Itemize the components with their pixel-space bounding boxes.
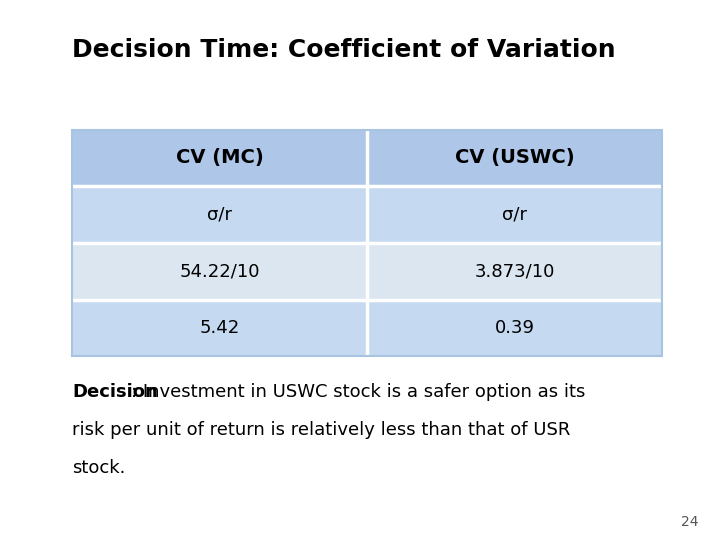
Text: Decision Time: Coefficient of Variation: Decision Time: Coefficient of Variation (72, 38, 616, 62)
Text: : Investment in USWC stock is a safer option as its: : Investment in USWC stock is a safer op… (131, 383, 585, 401)
Text: Decision: Decision (72, 383, 158, 401)
Text: CV (MC): CV (MC) (176, 148, 264, 167)
Text: 24: 24 (681, 515, 698, 529)
Text: 5.42: 5.42 (199, 319, 240, 337)
Text: 0.39: 0.39 (495, 319, 535, 337)
Text: 54.22/10: 54.22/10 (179, 262, 260, 280)
FancyBboxPatch shape (367, 130, 662, 186)
Text: 3.873/10: 3.873/10 (474, 262, 555, 280)
Text: σ/r: σ/r (207, 206, 232, 224)
Text: CV (USWC): CV (USWC) (455, 148, 575, 167)
Text: σ/r: σ/r (503, 206, 527, 224)
Text: stock.: stock. (72, 459, 125, 477)
Text: risk per unit of return is relatively less than that of USR: risk per unit of return is relatively le… (72, 421, 570, 439)
FancyBboxPatch shape (72, 130, 367, 186)
FancyBboxPatch shape (72, 186, 367, 243)
FancyBboxPatch shape (367, 243, 662, 300)
FancyBboxPatch shape (367, 186, 662, 243)
FancyBboxPatch shape (367, 300, 662, 356)
FancyBboxPatch shape (72, 243, 367, 300)
FancyBboxPatch shape (72, 300, 367, 356)
